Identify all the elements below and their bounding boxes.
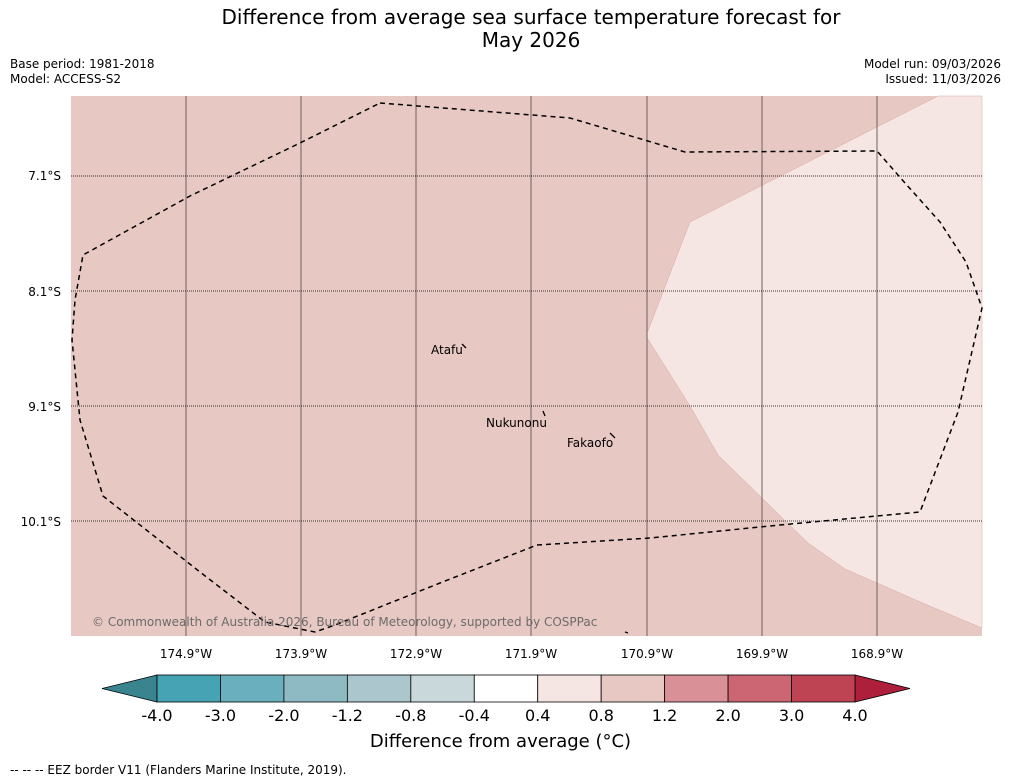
colorbar-tick-label: 1.2	[652, 706, 677, 725]
colorbar-segment	[600, 674, 666, 703]
lon-label: 170.9°W	[621, 647, 673, 661]
meta-right: Model run: 09/03/2026 Issued: 11/03/2026	[864, 57, 1001, 87]
colorbar-segment	[220, 674, 285, 703]
lat-label: 7.1°S	[28, 169, 61, 183]
meridians	[185, 96, 878, 636]
islet-icon	[624, 631, 629, 634]
fakaofo-island-icon	[609, 432, 616, 439]
colorbar-tick-label: 3.0	[779, 706, 804, 725]
place-atafu: Atafu	[431, 343, 463, 357]
lon-label: 171.9°W	[505, 647, 557, 661]
colorbar-tick-label: -3.0	[205, 706, 236, 725]
lat-label: 9.1°S	[28, 400, 61, 414]
colorbar-segment	[346, 674, 412, 703]
colorbar-tick-label: -1.2	[332, 706, 363, 725]
lon-label: 172.9°W	[390, 647, 442, 661]
colorbar-segment	[791, 674, 856, 703]
base-period: Base period: 1981-2018	[10, 57, 155, 71]
title-line-2: May 2026	[481, 28, 581, 52]
colorbar-tick-label: 0.8	[588, 706, 613, 725]
colorbar-segment	[537, 674, 602, 703]
colorbar-title-text: Difference from average (°C)	[369, 731, 632, 752]
lat-label: 8.1°S	[28, 285, 61, 299]
map-title: Difference from average sea surface temp…	[0, 6, 1011, 52]
place-fakaofo: Fakaofo	[567, 436, 613, 450]
place-nukunonu: Nukunonu	[486, 416, 547, 430]
colorbar-tick-label: 4.0	[842, 706, 867, 725]
eez-legend-note: -- -- -- EEZ border V11 (Flanders Marine…	[10, 763, 347, 777]
colorbar-tick-label: -4.0	[141, 706, 172, 725]
colorbar-ticks: -4.0 -3.0 -2.0 -1.2 -0.8 -0.4 0.4 0.8 1.2 2.0 3.0 4…	[141, 706, 867, 725]
colorbar-tick-label: -2.0	[268, 706, 299, 725]
lat-label: 10.1°S	[21, 515, 61, 529]
lon-label: 174.9°W	[160, 647, 212, 661]
colorbar-tick-label: -0.8	[395, 706, 426, 725]
colorbar-segment	[410, 674, 475, 703]
colorbar-tick-label: -0.4	[459, 706, 490, 725]
atafu-island-icon	[461, 343, 467, 349]
issued-date: Issued: 11/03/2026	[885, 72, 1001, 86]
colorbar-segment	[283, 674, 348, 703]
colorbar	[101, 674, 911, 703]
eez-border	[71, 102, 983, 633]
colorbar-segment	[727, 674, 792, 703]
sst-field-light	[645, 95, 983, 629]
colorbar-tick-label: 2.0	[715, 706, 740, 725]
colorbar-tick-label: 0.4	[525, 706, 550, 725]
colorbar-segment	[473, 674, 539, 703]
nukunonu-island-icon	[542, 410, 546, 417]
colorbar-segment	[156, 674, 221, 703]
lon-label: 169.9°W	[736, 647, 788, 661]
model-name: Model: ACCESS-S2	[10, 72, 122, 86]
colorbar-title: Difference from average (°C)	[0, 731, 1011, 752]
island-markers	[461, 343, 629, 634]
model-run: Model run: 09/03/2026	[863, 57, 1001, 71]
meta-left: Base period: 1981-2018 Model: ACCESS-S2	[10, 57, 155, 87]
latitude-labels: 7.1°S 8.1°S 9.1°S 10.1°S	[21, 169, 61, 529]
lon-label: 168.9°W	[851, 647, 903, 661]
colorbar-high-extension	[854, 674, 911, 703]
title-line-1: Difference from average sea surface temp…	[221, 5, 841, 29]
colorbar-low-extension	[101, 674, 158, 703]
colorbar-segment	[664, 674, 729, 703]
lon-label: 173.9°W	[275, 647, 327, 661]
copyright-credit: © Commonwealth of Australia 2026, Bureau…	[92, 615, 597, 629]
longitude-labels: 174.9°W 173.9°W 172.9°W 171.9°W 170.9°W …	[160, 647, 903, 661]
